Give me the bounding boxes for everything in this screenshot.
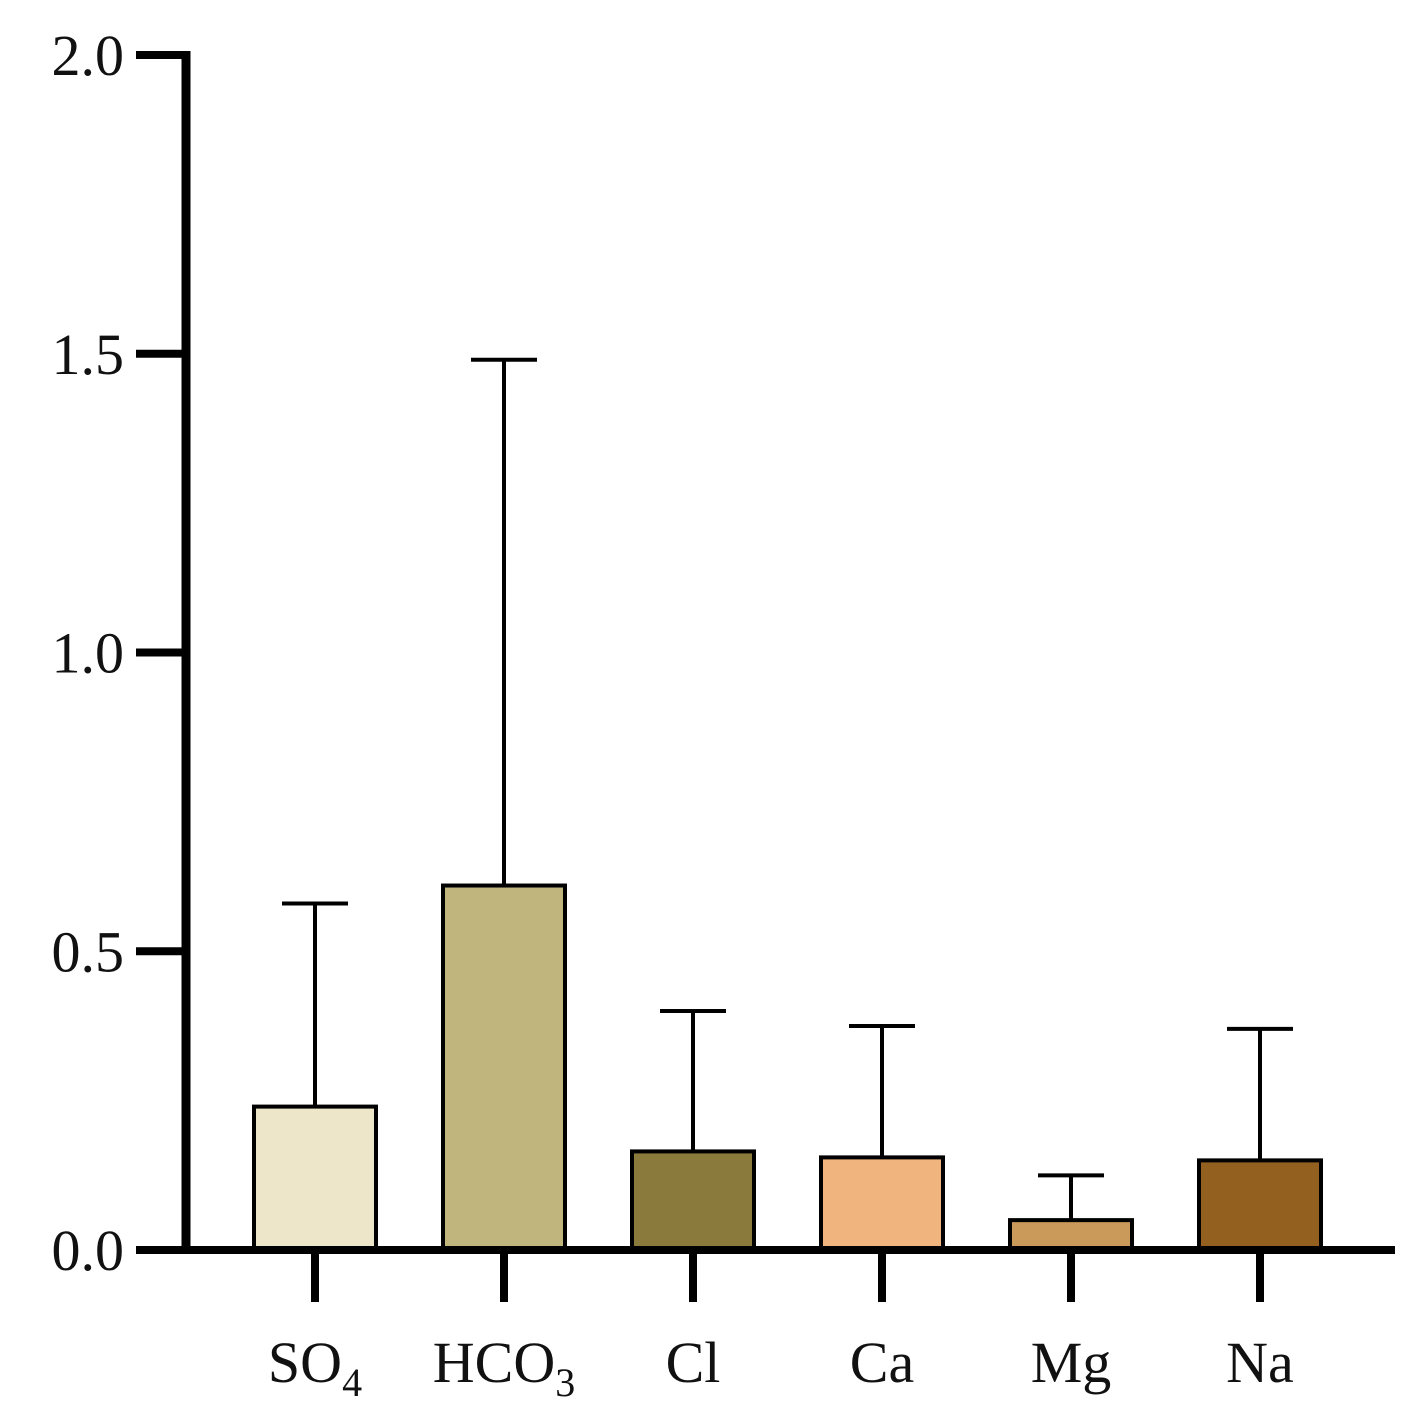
x-tick-label-na: Na [1226, 1330, 1294, 1395]
y-tick-label: 1.0 [52, 621, 125, 686]
x-tick-label-main: Ca [850, 1330, 914, 1395]
bar-mg [1008, 1218, 1134, 1252]
x-tick-label-mg: Mg [1031, 1330, 1112, 1395]
x-tick-label-so4: SO4 [268, 1330, 362, 1405]
error-bars-layer [282, 357, 1293, 1221]
x-tick-label-cl: Cl [666, 1330, 721, 1395]
bars-layer [252, 883, 1323, 1253]
x-tick-label-subscript: 4 [342, 1360, 362, 1405]
x-tick-label-ca: Ca [850, 1330, 914, 1395]
bar-hco3 [441, 883, 567, 1253]
x-tick-label-main: Mg [1031, 1330, 1112, 1395]
bar-so4 [252, 1104, 378, 1252]
x-tick-label-hco3: HCO3 [433, 1330, 575, 1405]
x-tick-label-main: HCO [433, 1330, 555, 1395]
bar-ca [819, 1155, 945, 1252]
y-tick-label: 0.0 [52, 1218, 125, 1283]
labels-layer: SO4 HCO3 Cl Ca Mg Na 0.0 0.5 1.0 1.5 2.0 [52, 23, 1294, 1405]
axes-layer [136, 51, 1395, 1302]
x-tick-label-main: Cl [666, 1330, 721, 1395]
bar-na [1197, 1158, 1323, 1252]
y-tick-label: 2.0 [52, 23, 125, 88]
x-tick-label-main: SO [268, 1330, 342, 1395]
x-tick-label-subscript: 3 [555, 1360, 575, 1405]
x-tick-label-main: Na [1226, 1330, 1294, 1395]
y-tick-label: 1.5 [52, 322, 125, 387]
bar-cl [630, 1149, 756, 1252]
y-tick-label: 0.5 [52, 919, 125, 984]
